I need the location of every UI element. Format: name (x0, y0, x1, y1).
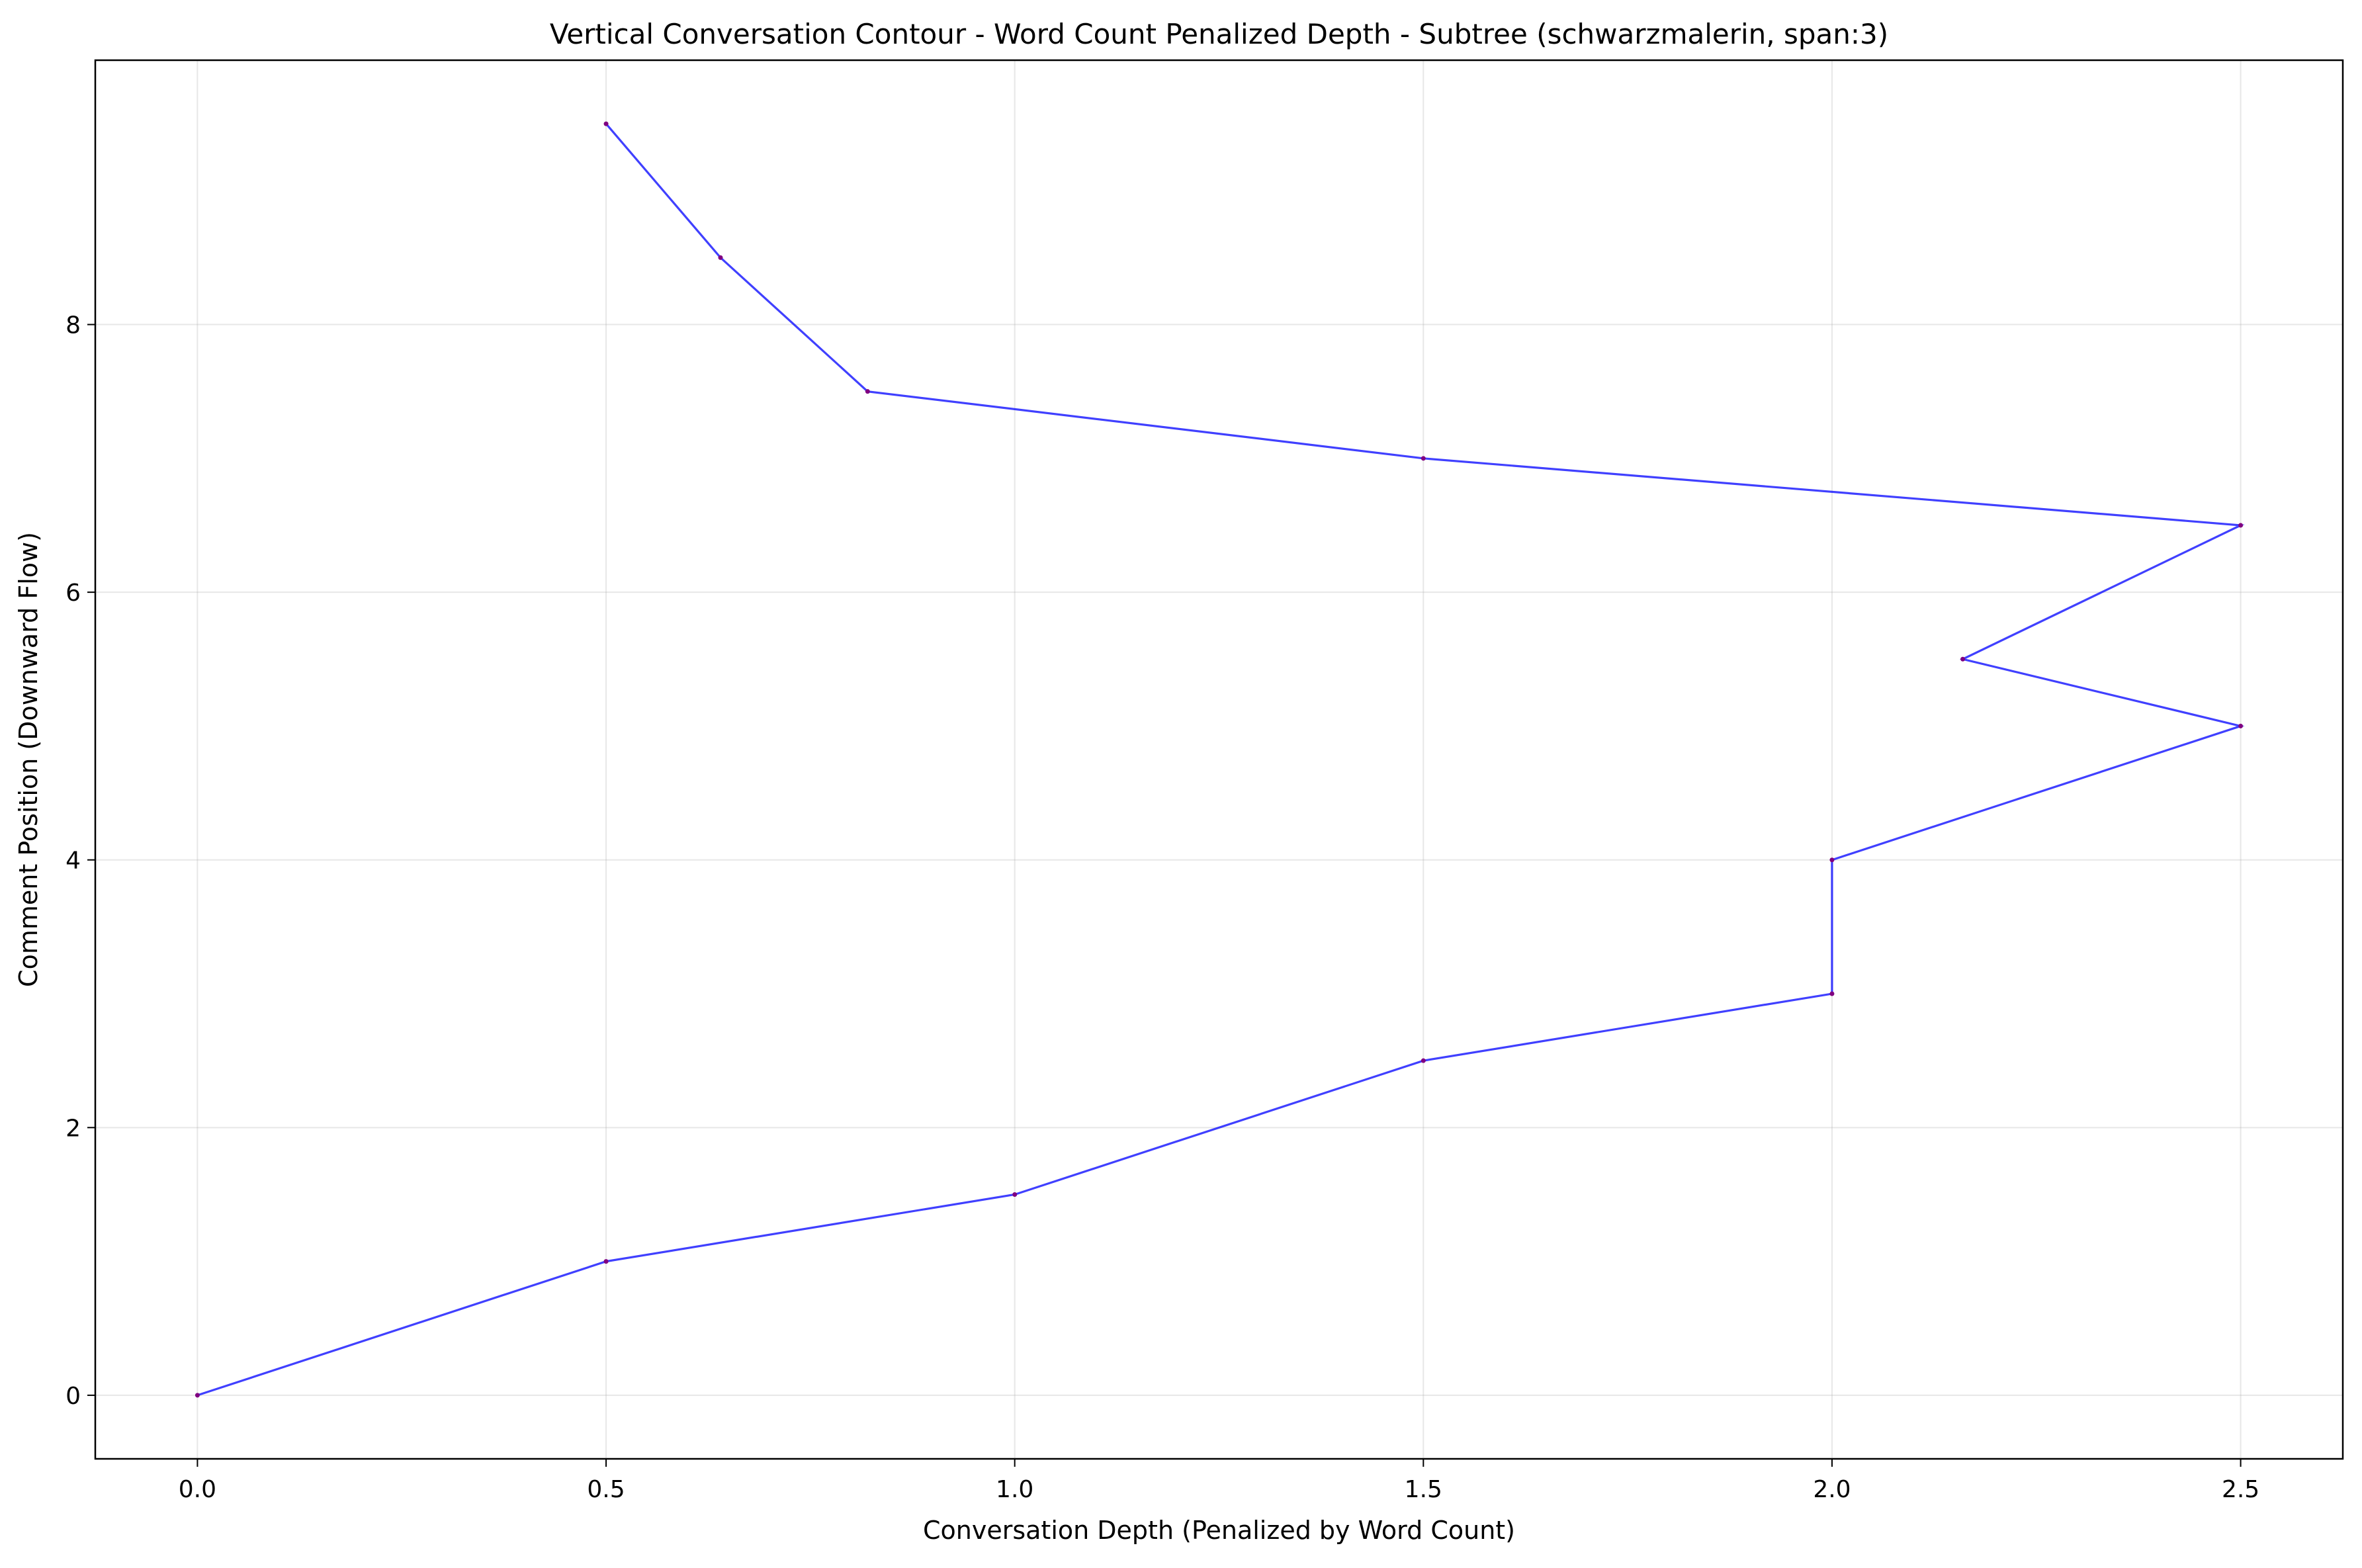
data-point (195, 1393, 200, 1398)
x-tick-label: 1.0 (996, 1476, 1033, 1503)
data-point (1960, 656, 1966, 662)
plot-frame (94, 59, 2344, 1460)
data-point (1829, 857, 1835, 863)
data-point (865, 389, 870, 394)
data-point (603, 1259, 609, 1264)
x-tick-label: 1.5 (1405, 1476, 1442, 1503)
data-point (2238, 723, 2244, 728)
y-tick-label: 4 (66, 848, 81, 875)
data-point (1421, 1058, 1426, 1063)
chart-title: Vertical Conversation Contour - Word Cou… (550, 18, 1888, 50)
data-point (1421, 456, 1426, 461)
y-axis-label: Comment Position (Downward Flow) (14, 532, 43, 987)
y-tick-label: 6 (66, 580, 81, 607)
data-point (718, 255, 723, 260)
x-axis-label: Conversation Depth (Penalized by Word Co… (923, 1516, 1515, 1545)
data-point (1012, 1192, 1018, 1197)
series-layer (195, 121, 2245, 1398)
x-tick-label: 0.5 (587, 1476, 625, 1503)
data-point (2238, 523, 2244, 528)
data-point (603, 121, 609, 126)
x-tick-label: 0.0 (179, 1476, 216, 1503)
y-tick-label: 0 (66, 1383, 81, 1410)
x-tick-label: 2.5 (2222, 1476, 2259, 1503)
ticks: 0.0 0.5 1.0 1.5 2.0 2.5 0 2 4 6 8 (66, 312, 2259, 1503)
x-tick-label: 2.0 (1813, 1476, 1851, 1503)
grid (95, 60, 2343, 1459)
y-tick-label: 8 (66, 312, 81, 339)
data-point (1829, 991, 1835, 996)
y-tick-label: 2 (66, 1115, 81, 1142)
